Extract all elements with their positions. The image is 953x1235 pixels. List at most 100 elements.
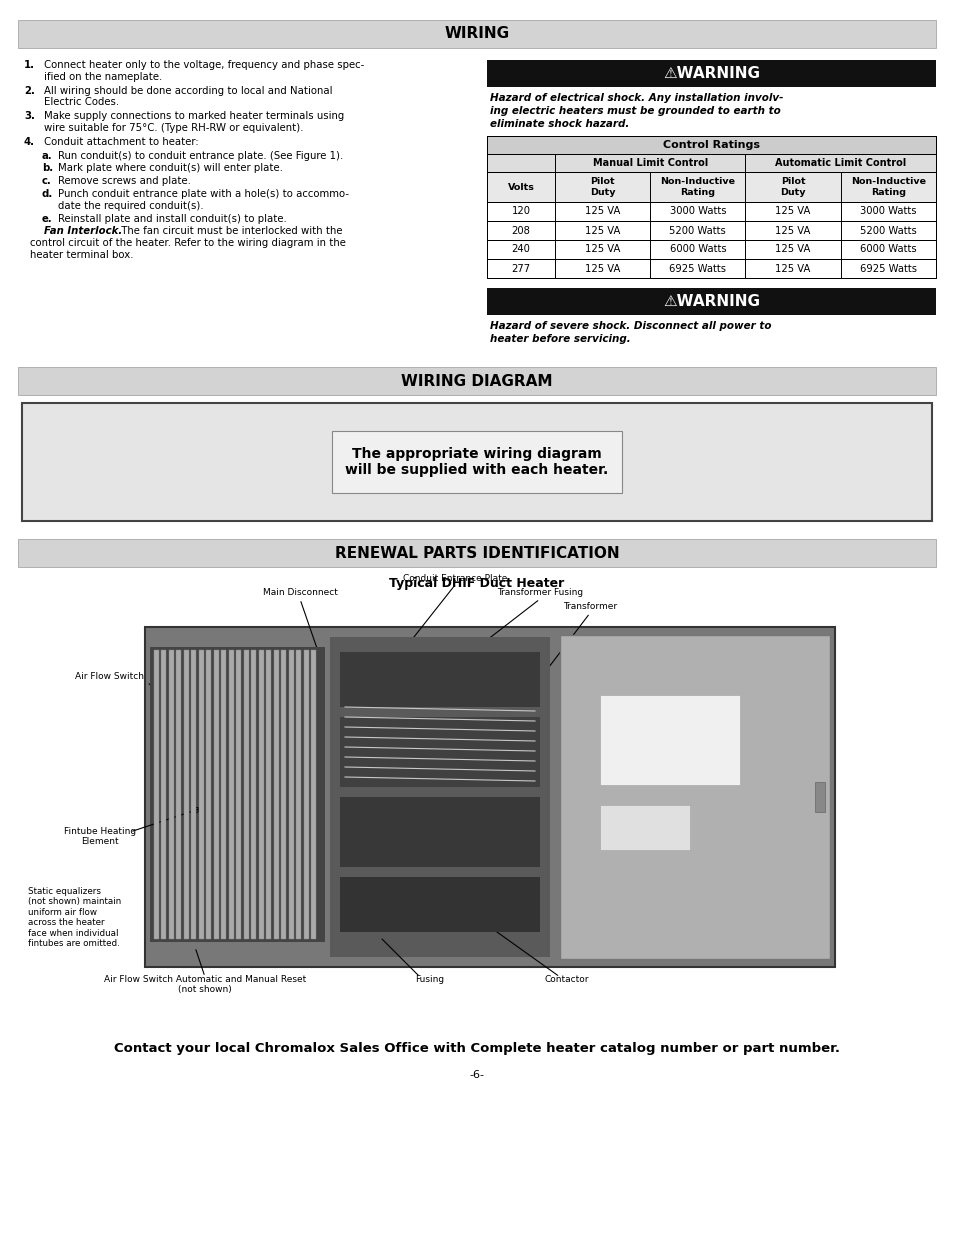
Bar bbox=[266, 650, 272, 939]
Text: Connect heater only to the voltage, frequency and phase spec-: Connect heater only to the voltage, freq… bbox=[44, 61, 364, 70]
Bar bbox=[274, 650, 278, 939]
Text: 125 VA: 125 VA bbox=[584, 206, 619, 216]
Text: Contact your local Chromalox Sales Office with Complete heater catalog number or: Contact your local Chromalox Sales Offic… bbox=[113, 1042, 840, 1055]
Bar bbox=[244, 650, 249, 939]
Text: 6925 Watts: 6925 Watts bbox=[669, 263, 725, 273]
Text: a.: a. bbox=[42, 151, 52, 161]
Bar bbox=[18, 367, 935, 395]
Bar bbox=[150, 647, 325, 942]
Text: 3000 Watts: 3000 Watts bbox=[860, 206, 916, 216]
Text: 6000 Watts: 6000 Watts bbox=[669, 245, 725, 254]
Text: 3000 Watts: 3000 Watts bbox=[669, 206, 725, 216]
Text: Static equalizers
(not shown) maintain
uniform air flow
across the heater
face w: Static equalizers (not shown) maintain u… bbox=[28, 887, 121, 948]
Bar bbox=[814, 782, 824, 811]
Text: Electric Codes.: Electric Codes. bbox=[44, 98, 119, 107]
Text: 277: 277 bbox=[511, 263, 530, 273]
Bar bbox=[289, 650, 294, 939]
Bar bbox=[296, 650, 301, 939]
Text: ified on the nameplate.: ified on the nameplate. bbox=[44, 72, 162, 82]
Text: The appropriate wiring diagram
will be supplied with each heater.: The appropriate wiring diagram will be s… bbox=[345, 447, 608, 477]
Bar bbox=[192, 650, 196, 939]
Bar bbox=[486, 221, 935, 240]
Bar bbox=[599, 805, 689, 850]
Text: 125 VA: 125 VA bbox=[775, 245, 810, 254]
Text: e.: e. bbox=[42, 214, 52, 224]
Text: Air Flow Switch: Air Flow Switch bbox=[75, 672, 144, 680]
Bar bbox=[18, 20, 935, 48]
Text: 240: 240 bbox=[511, 245, 530, 254]
Bar bbox=[221, 650, 226, 939]
Bar bbox=[339, 652, 539, 706]
Bar bbox=[312, 650, 316, 939]
Text: 125 VA: 125 VA bbox=[584, 226, 619, 236]
Bar bbox=[339, 797, 539, 867]
Text: 120: 120 bbox=[511, 206, 530, 216]
Bar bbox=[258, 650, 264, 939]
Bar bbox=[252, 650, 256, 939]
Text: Pilot
Duty: Pilot Duty bbox=[589, 178, 615, 196]
Text: 125 VA: 125 VA bbox=[775, 226, 810, 236]
Bar bbox=[339, 877, 539, 932]
Bar bbox=[213, 650, 219, 939]
Text: Fan Interlock.: Fan Interlock. bbox=[30, 226, 122, 236]
Bar bbox=[559, 635, 829, 960]
Bar bbox=[486, 203, 935, 221]
Text: Non-Inductive
Rating: Non-Inductive Rating bbox=[850, 178, 925, 196]
Text: Pilot
Duty: Pilot Duty bbox=[780, 178, 805, 196]
Bar bbox=[339, 718, 539, 787]
Bar bbox=[486, 154, 935, 172]
Text: Hazard of severe shock. Disconnect all power to: Hazard of severe shock. Disconnect all p… bbox=[490, 321, 771, 331]
Text: wire suitable for 75°C. (Type RH-RW or equivalent).: wire suitable for 75°C. (Type RH-RW or e… bbox=[44, 124, 303, 133]
Bar bbox=[169, 650, 173, 939]
Text: date the required conduit(s).: date the required conduit(s). bbox=[58, 201, 203, 211]
Text: Conduit Entrance Plate: Conduit Entrance Plate bbox=[402, 574, 507, 583]
Text: Manual Limit Control: Manual Limit Control bbox=[592, 158, 707, 168]
Text: Conduit attachment to heater:: Conduit attachment to heater: bbox=[44, 137, 198, 147]
Text: Hazard of electrical shock. Any installation involv-: Hazard of electrical shock. Any installa… bbox=[490, 93, 782, 103]
Text: Fintube Heating
Element: Fintube Heating Element bbox=[64, 827, 136, 846]
Bar bbox=[332, 431, 621, 493]
Bar bbox=[229, 650, 233, 939]
Text: Mark plate where conduit(s) will enter plate.: Mark plate where conduit(s) will enter p… bbox=[58, 163, 283, 173]
Text: Air Flow Switch Automatic and Manual Reset
(not shown): Air Flow Switch Automatic and Manual Res… bbox=[104, 974, 306, 994]
Text: Volts: Volts bbox=[507, 183, 534, 191]
Bar bbox=[236, 650, 241, 939]
Text: Transformer Fusing: Transformer Fusing bbox=[497, 588, 582, 597]
Text: 4.: 4. bbox=[24, 137, 35, 147]
Text: 6000 Watts: 6000 Watts bbox=[860, 245, 916, 254]
Text: Fusing: Fusing bbox=[415, 974, 444, 984]
Text: ing electric heaters must be grounded to earth to: ing electric heaters must be grounded to… bbox=[490, 106, 780, 116]
Text: Control Ratings: Control Ratings bbox=[662, 140, 760, 149]
Bar bbox=[145, 627, 834, 967]
Text: 2.: 2. bbox=[24, 85, 35, 95]
Text: 125 VA: 125 VA bbox=[584, 245, 619, 254]
Text: 3.: 3. bbox=[24, 111, 35, 121]
Bar bbox=[206, 650, 212, 939]
Bar bbox=[18, 538, 935, 567]
Text: Contactor: Contactor bbox=[544, 974, 589, 984]
Text: Remove screws and plate.: Remove screws and plate. bbox=[58, 177, 191, 186]
Text: 125 VA: 125 VA bbox=[775, 263, 810, 273]
Text: 6925 Watts: 6925 Watts bbox=[859, 263, 916, 273]
Bar bbox=[153, 650, 159, 939]
Text: 208: 208 bbox=[511, 226, 530, 236]
Text: WIRING DIAGRAM: WIRING DIAGRAM bbox=[401, 373, 552, 389]
Text: ⚠WARNING: ⚠WARNING bbox=[662, 65, 760, 82]
Text: 5200 Watts: 5200 Watts bbox=[859, 226, 916, 236]
Text: heater before servicing.: heater before servicing. bbox=[490, 333, 630, 345]
Text: b.: b. bbox=[42, 163, 53, 173]
Bar bbox=[199, 650, 204, 939]
Text: -6-: -6- bbox=[469, 1070, 484, 1079]
Bar bbox=[281, 650, 286, 939]
Text: Punch conduit entrance plate with a hole(s) to accommo-: Punch conduit entrance plate with a hole… bbox=[58, 189, 349, 199]
Text: Transformer: Transformer bbox=[562, 601, 617, 611]
Text: Reinstall plate and install conduit(s) to plate.: Reinstall plate and install conduit(s) t… bbox=[58, 214, 287, 224]
Text: The fan circuit must be interlocked with the: The fan circuit must be interlocked with… bbox=[118, 226, 342, 236]
Bar bbox=[486, 240, 935, 259]
Text: 125 VA: 125 VA bbox=[775, 206, 810, 216]
Text: 5200 Watts: 5200 Watts bbox=[669, 226, 725, 236]
Bar bbox=[486, 259, 935, 278]
Text: eliminate shock hazard.: eliminate shock hazard. bbox=[490, 119, 629, 128]
Bar bbox=[330, 637, 550, 957]
Bar bbox=[599, 695, 740, 785]
